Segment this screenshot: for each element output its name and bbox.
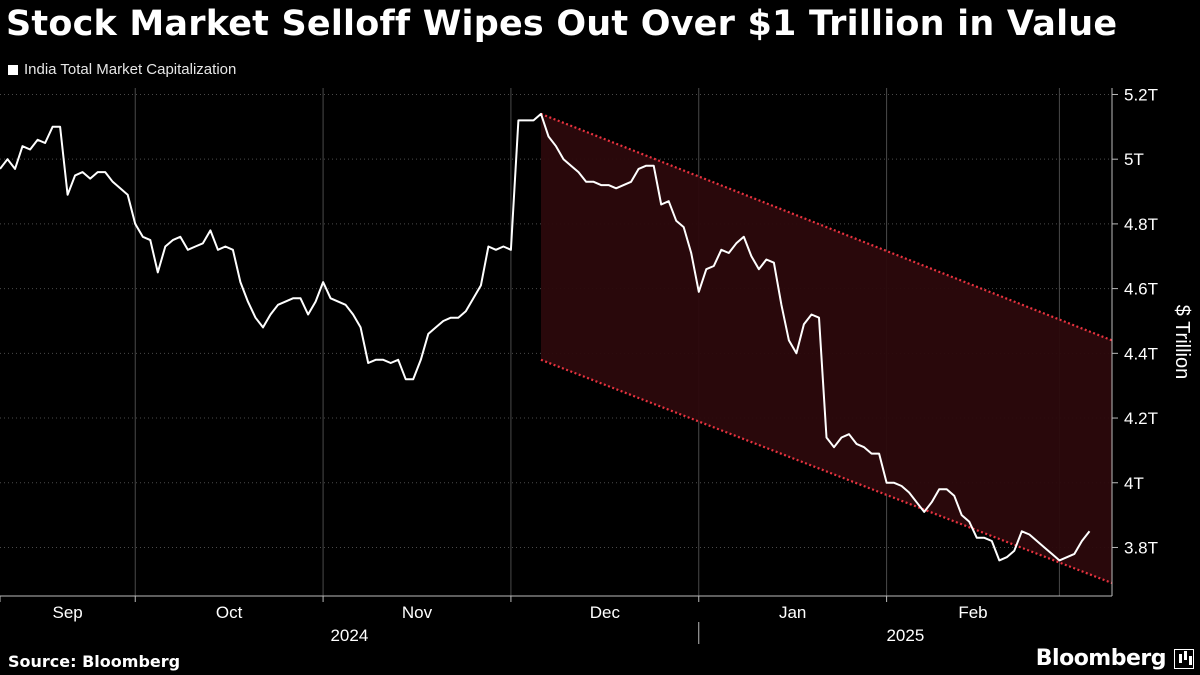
x-tick-label: Oct [216, 603, 243, 622]
y-tick-label: 4T [1124, 474, 1144, 493]
series-line [0, 112, 1091, 562]
y-tick-label: 4.6T [1124, 280, 1158, 299]
chart-title: Stock Market Selloff Wipes Out Over $1 T… [6, 4, 1118, 44]
x-tick-label: Sep [52, 603, 82, 622]
channel-upper-line [540, 112, 1113, 342]
downtrend-channel [540, 113, 1112, 584]
legend-swatch [8, 64, 18, 75]
year-label: 2025 [886, 626, 924, 645]
x-tick-label: Dec [590, 603, 621, 622]
legend-label: India Total Market Capitalization [24, 61, 237, 78]
legend: India Total Market Capitalization [8, 61, 236, 78]
x-tick-label: Jan [779, 603, 806, 622]
y-tick-label: 3.8T [1124, 538, 1158, 557]
x-tick-label: Nov [402, 603, 433, 622]
y-tick-label: 4.2T [1124, 409, 1158, 428]
year-label: 2024 [330, 626, 368, 645]
brand-icon [1174, 649, 1194, 669]
y-tick-label: 5T [1124, 150, 1144, 169]
y-tick-label: 4.4T [1124, 344, 1158, 363]
y-tick-label: 4.8T [1124, 215, 1158, 234]
brand-logo: Bloomberg [1035, 646, 1167, 671]
channel-lower-line [540, 358, 1113, 585]
y-axis-title: $ Trillion [1171, 305, 1193, 379]
y-tick-label: 5.2T [1124, 85, 1158, 104]
x-tick-label: Feb [958, 603, 987, 622]
source-note: Source: Bloomberg [8, 652, 181, 671]
